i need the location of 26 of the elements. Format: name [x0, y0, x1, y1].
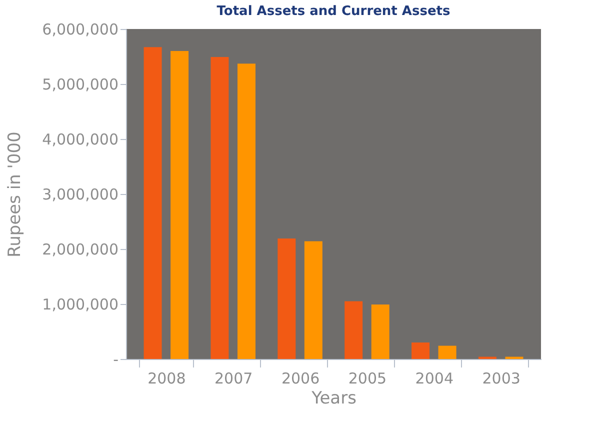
- bar: [371, 304, 390, 359]
- x-tick-label: 2005: [348, 370, 387, 388]
- bar: [237, 64, 256, 359]
- y-tick-label: 1,000,000: [42, 296, 118, 314]
- bar: [278, 238, 296, 359]
- bar: [170, 51, 189, 359]
- y-tick-label: 6,000,000: [42, 20, 118, 38]
- bar: [144, 47, 162, 359]
- y-tick-label: 4,000,000: [42, 130, 118, 148]
- bar: [304, 241, 322, 359]
- x-tick-label: 2003: [482, 370, 520, 388]
- x-tick-label: 2004: [415, 370, 454, 388]
- y-axis-title: Rupees in '000: [5, 132, 26, 258]
- x-axis-title: Years: [310, 388, 357, 408]
- x-tick-label: 2008: [148, 370, 186, 388]
- x-tick-label: 2006: [281, 370, 320, 388]
- bar: [210, 57, 229, 359]
- bar: [438, 346, 456, 359]
- chart-title: Total Assets and Current Assets: [216, 4, 450, 19]
- y-tick-label: 5,000,000: [42, 76, 118, 94]
- x-tick-label: 2007: [214, 370, 253, 388]
- bar: [412, 342, 430, 359]
- y-tick-label: 2,000,000: [42, 240, 118, 258]
- y-tick-label: -: [113, 350, 118, 368]
- bar: [344, 301, 363, 359]
- y-tick-label: 3,000,000: [42, 186, 118, 204]
